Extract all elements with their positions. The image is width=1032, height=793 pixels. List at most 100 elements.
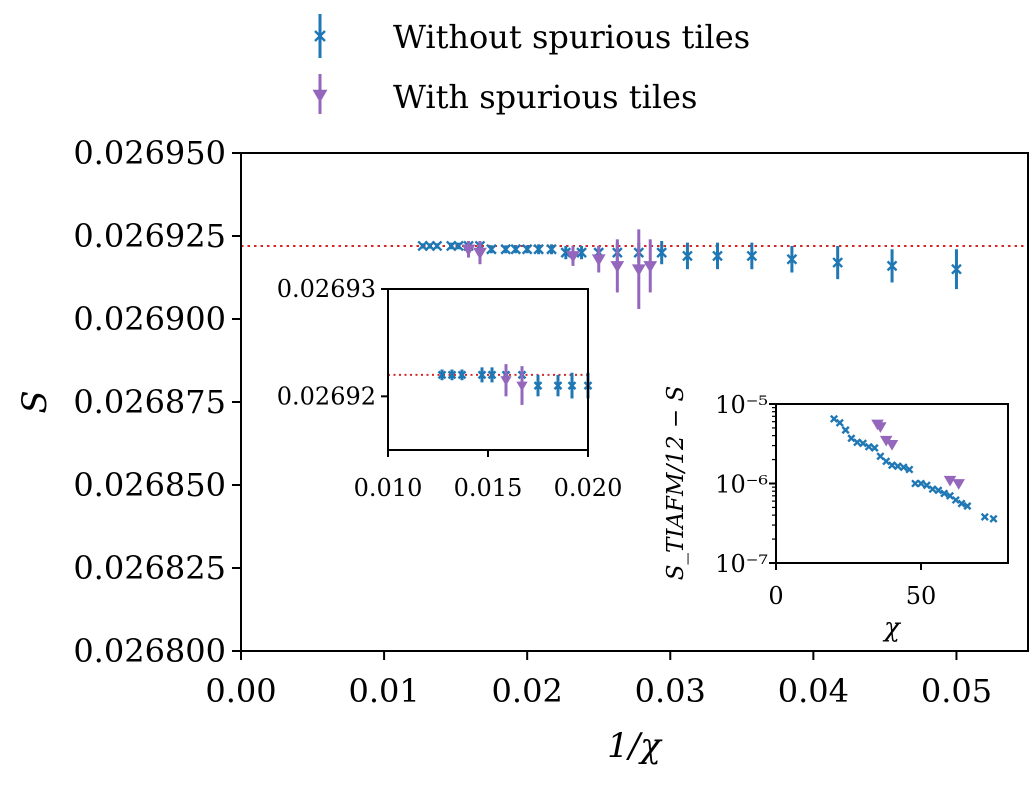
inset-diff-y-ticks: 10⁻⁷ 10⁻⁶ 10⁻⁵ [715, 391, 776, 578]
inset-diff-data-point [934, 486, 943, 495]
inset-diff-data-point [882, 457, 891, 466]
main-x-tick-label: 0.03 [635, 672, 706, 710]
legend-label-with: With spurious tiles [393, 78, 697, 116]
inset-diff-y-tick-label: 10⁻⁵ [715, 391, 768, 419]
main-data-point [951, 263, 962, 275]
inset-diff-data-point [943, 475, 957, 487]
inset-diff-data-point [963, 502, 972, 511]
inset-zoom-y-ticks: 0.02692 0.02693 [277, 275, 388, 410]
main-data-point [656, 247, 668, 258]
inset-diff-data-point [922, 481, 931, 490]
inset-diff-x-ticks: 0 50 [768, 563, 936, 610]
inset-diff-data-point [916, 479, 926, 488]
main-series-with [461, 229, 658, 310]
inset-diff-data-point [957, 499, 966, 508]
legend-entry-with: With spurious tiles [312, 74, 697, 116]
main-data-point [521, 243, 533, 255]
legend-marker-triangle [312, 74, 328, 114]
main-data-point [746, 250, 758, 262]
inset-zoom-data-point [500, 376, 512, 386]
inset-diff-data-point [835, 418, 844, 427]
main-data-point [643, 261, 658, 273]
main-plot: 0.00 0.01 0.02 0.03 0.04 0.05 0.026800 0.02682… [15, 134, 1029, 766]
main-data-point [486, 243, 497, 255]
main-data-point [431, 240, 443, 252]
inset-zoom-data-point [437, 370, 447, 380]
main-data-point [510, 243, 522, 255]
inset-diff-series-without [829, 414, 998, 523]
inset-zoom-data-point [516, 381, 528, 392]
inset-zoom-plot: 0.010 0.015 0.020 0.02692 0.02693 [277, 275, 623, 502]
main-y-tick-label: 0.026950 [73, 134, 226, 172]
inset-diff-data-point [899, 463, 908, 472]
main-data-point [712, 250, 723, 262]
inset-diff-data-point [887, 461, 897, 470]
main-y-tick-label: 0.026800 [73, 632, 226, 670]
main-y-tick-label: 0.026850 [73, 466, 226, 504]
main-data-point [886, 260, 898, 272]
main-data-point [832, 257, 844, 268]
main-x-tick-label: 0.05 [921, 672, 992, 710]
inset-diff-data-point [885, 440, 899, 451]
inset-zoom-x-ticks: 0.010 0.015 0.020 [354, 450, 623, 502]
inset-zoom-x-tick-label: 0.010 [354, 474, 423, 502]
inset-diff-data-point [847, 434, 856, 443]
legend-entry-without: Without spurious tiles [314, 14, 750, 58]
main-y-tick-label: 0.026875 [73, 383, 226, 421]
inset-diff-series-with [871, 419, 965, 490]
inset-diff-y-tick-label: 10⁻⁷ [715, 550, 768, 578]
inset-diff-data-point [940, 489, 949, 498]
main-y-ticks: 0.026800 0.026825 0.026850 0.026875 0.026900… [73, 134, 241, 670]
main-x-axis-label: 1/χ [607, 726, 663, 766]
main-data-point [682, 250, 693, 262]
main-x-tick-label: 0.01 [348, 672, 419, 710]
inset-zoom-data-point [533, 381, 543, 390]
inset-diff-data-point [858, 439, 868, 448]
inset-zoom-x-tick-label: 0.020 [554, 474, 623, 502]
main-data-point [566, 251, 580, 263]
main-data-point [453, 240, 464, 252]
legend-marker-x-glyph [314, 30, 326, 42]
legend-marker-triangle-glyph [312, 89, 328, 103]
inset-diff-y-axis-label: S_TIAFM/12 − S [663, 386, 689, 580]
inset-diff-data-point [853, 438, 862, 447]
inset-zoom-data-layer [388, 364, 593, 405]
main-x-ticks: 0.00 0.01 0.02 0.03 0.04 0.05 [205, 651, 992, 710]
main-data-point [786, 253, 798, 265]
inset-diff-data-point [864, 442, 873, 451]
main-y-axis-label: S [15, 390, 55, 413]
main-data-point [461, 244, 476, 257]
inset-diff-data-point [905, 465, 914, 474]
inset-diff-data-point [870, 443, 879, 452]
main-data-point [473, 247, 487, 260]
inset-diff-data-point [989, 514, 998, 523]
inset-diff-data-point [829, 414, 839, 423]
main-y-tick-label: 0.026900 [73, 300, 226, 338]
legend: Without spurious tiles With spurious til… [312, 14, 750, 116]
inset-diff-background [776, 404, 1008, 563]
main-x-tick-label: 0.02 [492, 672, 563, 710]
inset-diff-data-point [879, 435, 893, 447]
legend-marker-x [314, 14, 326, 58]
inset-diff-x-axis-label: χ [882, 613, 902, 643]
legend-label-without: Without spurious tiles [393, 18, 750, 56]
inset-diff-data-point [876, 452, 885, 461]
inset-diff-data-point [952, 479, 965, 490]
inset-zoom-x-tick-label: 0.015 [454, 474, 523, 502]
inset-diff-data-point [874, 422, 887, 433]
inset-diff-data-layer [829, 414, 998, 523]
main-y-tick-label: 0.026925 [73, 217, 226, 255]
inset-zoom-y-tick-label: 0.02693 [277, 275, 376, 303]
main-y-tick-label: 0.026825 [73, 549, 226, 587]
inset-diff-plot: 0 50 10⁻⁷ 10⁻⁶ 10⁻⁵ χ S_TIAFM/12 − S [663, 386, 1009, 643]
main-data-point [533, 243, 544, 255]
main-x-tick-label: 0.00 [205, 672, 276, 710]
main-data-point [591, 254, 606, 267]
inset-zoom-data-point [567, 381, 577, 390]
inset-diff-data-point [841, 426, 850, 435]
main-data-point [500, 243, 512, 255]
main-x-tick-label: 0.04 [778, 672, 849, 710]
inset-diff-x-tick-label: 0 [768, 582, 783, 610]
